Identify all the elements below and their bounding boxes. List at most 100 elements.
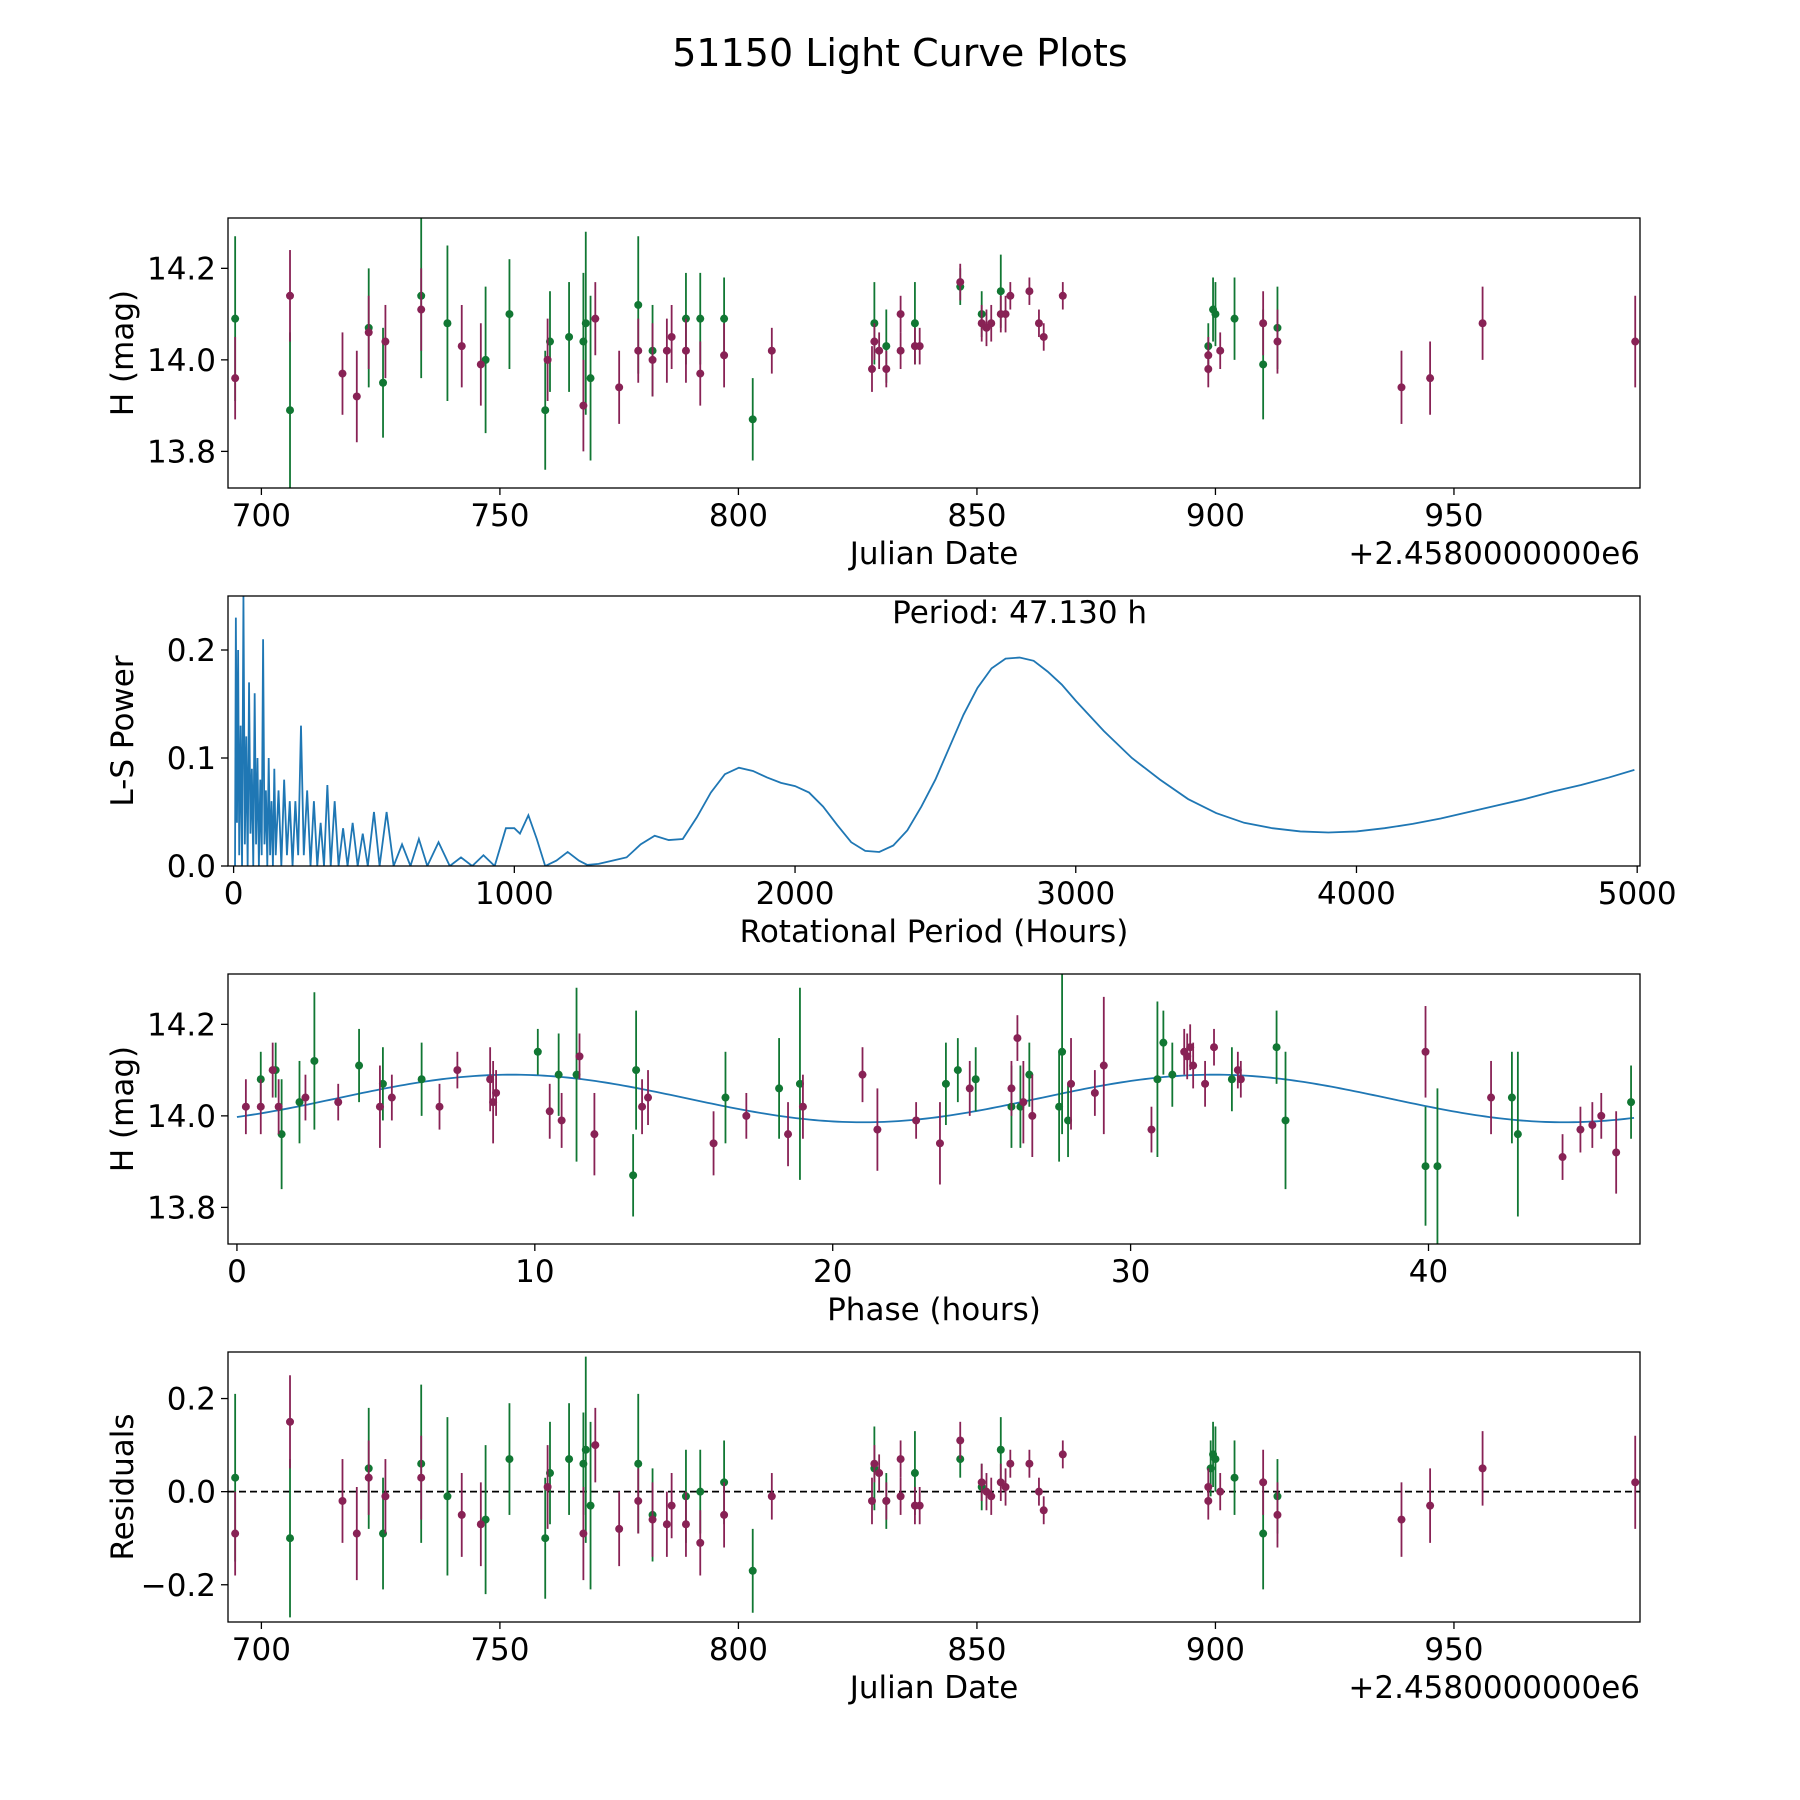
panel-periodogram: 0 1000 2000 3000 4000 5000 0.0 0.1 0.2 Rotational… — [105, 595, 1677, 950]
axes-frame — [227, 217, 1641, 489]
data-point-purple — [334, 1098, 343, 1107]
data-point-purple — [667, 1501, 676, 1510]
x-tick-label: 950 — [1424, 1632, 1483, 1668]
x-tick-label: 950 — [1424, 498, 1483, 534]
data-point-green — [996, 287, 1005, 296]
data-point-purple — [457, 1510, 466, 1519]
data-point-green — [286, 406, 295, 415]
data-point-purple — [1259, 1478, 1268, 1487]
data-point-green — [541, 1534, 550, 1543]
data-point-purple — [1397, 1515, 1406, 1524]
data-point-green — [378, 1079, 387, 1088]
data-point-purple — [231, 374, 240, 383]
data-point-purple — [873, 1125, 882, 1134]
data-point-green — [231, 1473, 240, 1482]
data-point-purple — [870, 337, 879, 346]
period-annotation: Period: 47.130 h — [892, 595, 1147, 631]
data-point-green — [696, 1487, 705, 1496]
data-point-green — [1259, 360, 1268, 369]
x-offset-label: +2.4580000000e6 — [1348, 1670, 1640, 1706]
x-tick-label: 3000 — [1036, 876, 1115, 912]
data-point-purple — [1204, 351, 1213, 360]
data-point-purple — [956, 278, 965, 287]
y-tick-label: 0.2 — [167, 633, 216, 669]
data-point-green — [910, 319, 919, 328]
data-point-purple — [1147, 1125, 1156, 1134]
x-tick-label: 900 — [1186, 498, 1245, 534]
data-point-purple — [286, 291, 295, 300]
data-point-green — [541, 406, 550, 415]
data-point-purple — [875, 1469, 884, 1478]
data-point-purple — [1631, 1478, 1640, 1487]
data-point-green — [379, 378, 388, 387]
data-point-purple — [375, 1102, 384, 1111]
data-point-purple — [417, 305, 426, 314]
data-point-purple — [1058, 1450, 1067, 1459]
data-point-purple — [1273, 1510, 1282, 1519]
data-point-purple — [543, 1483, 552, 1491]
data-point-green — [748, 415, 757, 424]
data-point-purple — [681, 1520, 690, 1529]
x-tick-label: 2000 — [756, 876, 835, 912]
x-tick-label: 900 — [1186, 1632, 1245, 1668]
data-point-green — [720, 314, 729, 323]
axes-frame — [227, 595, 1641, 867]
data-point-purple — [882, 365, 891, 374]
data-point-purple — [1576, 1125, 1585, 1134]
data-point-purple — [1028, 1111, 1037, 1120]
data-point-purple — [1631, 337, 1640, 346]
data-point-green — [971, 1075, 980, 1084]
x-tick-label: 4000 — [1317, 876, 1396, 912]
data-point-purple — [1233, 1066, 1242, 1075]
data-point-green — [572, 1070, 581, 1079]
data-point-purple — [590, 1130, 599, 1139]
data-point-green — [1211, 310, 1220, 319]
data-point-purple — [381, 337, 390, 346]
data-point-purple — [591, 1441, 600, 1450]
data-point-purple — [987, 319, 996, 328]
y-axis-label: L-S Power — [105, 655, 141, 806]
data-point-purple — [1090, 1088, 1099, 1097]
data-point-purple — [1025, 1459, 1034, 1468]
data-point-green — [231, 314, 240, 323]
plot-area — [228, 1356, 1640, 1618]
data-point-purple — [767, 346, 776, 355]
data-point-purple — [352, 392, 361, 401]
data-point-purple — [915, 1501, 924, 1510]
data-point-green — [1153, 1075, 1162, 1084]
data-point-purple — [1034, 1487, 1043, 1496]
data-point-purple — [489, 1098, 498, 1107]
y-tick-label: 13.8 — [147, 1190, 216, 1226]
x-tick-label: 0 — [224, 876, 244, 912]
data-point-green — [882, 342, 891, 351]
data-point-purple — [241, 1102, 250, 1111]
data-point-green — [565, 1455, 574, 1464]
x-axis-label: Phase (hours) — [827, 1292, 1041, 1328]
data-point-purple — [977, 1478, 986, 1487]
data-point-green — [1230, 314, 1239, 323]
data-point-purple — [667, 332, 676, 341]
y-tick-label: 14.2 — [147, 251, 216, 287]
data-point-purple — [1201, 1079, 1210, 1088]
data-point-purple — [696, 369, 705, 378]
data-point-purple — [1558, 1153, 1567, 1162]
data-point-green — [581, 319, 590, 328]
data-point-purple — [867, 365, 876, 374]
data-point-green — [795, 1079, 804, 1088]
x-tick-label: 700 — [232, 1632, 291, 1668]
data-point-green — [1230, 1473, 1239, 1482]
data-point-purple — [662, 1520, 671, 1529]
data-point-purple — [1426, 1501, 1435, 1510]
data-point-green — [632, 1066, 641, 1075]
x-tick-label: 20 — [813, 1254, 852, 1290]
data-point-purple — [417, 1473, 426, 1482]
data-point-purple — [1039, 1506, 1048, 1515]
data-point-green — [586, 1501, 595, 1510]
x-axis-label: Julian Date — [848, 1670, 1019, 1706]
panel-phase: 0 10 20 30 40 13.8 14.0 14.2 Phase (hours) H (mag… — [105, 973, 1641, 1328]
data-point-purple — [1039, 332, 1048, 341]
axes-frame — [227, 1351, 1641, 1623]
data-point-green — [1055, 1102, 1064, 1111]
data-point-purple — [1421, 1047, 1430, 1056]
